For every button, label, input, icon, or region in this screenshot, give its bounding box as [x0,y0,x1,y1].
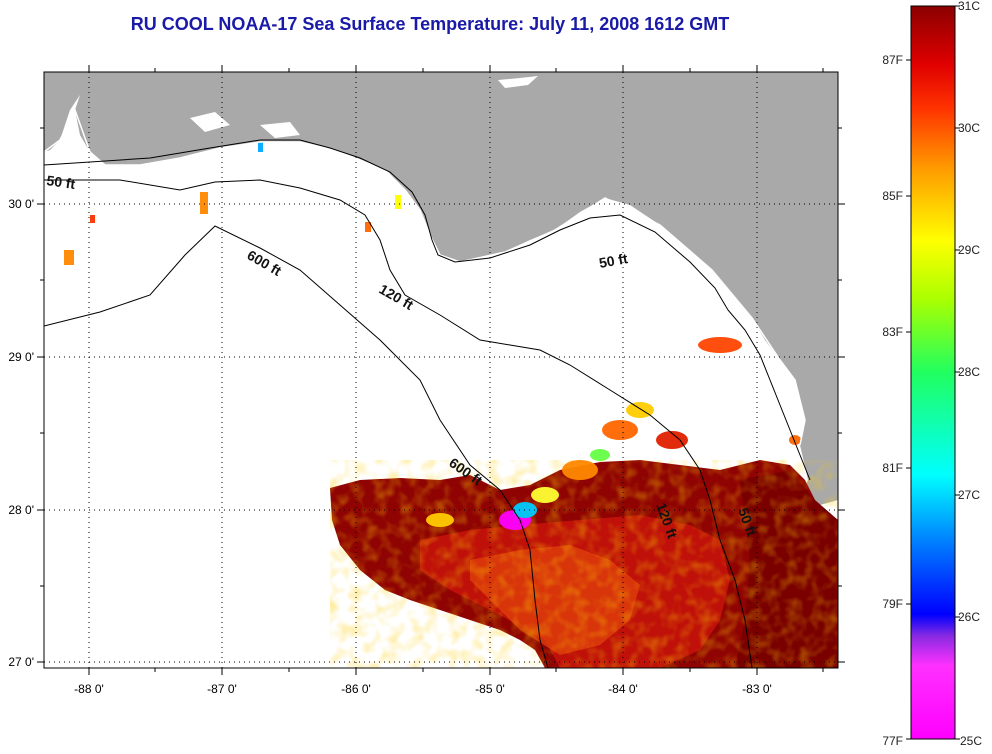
cb-label-31c: 31C [958,0,980,13]
cb-label-83f: 83F [882,325,903,339]
bathymetry-contours [44,139,811,668]
lon-label-84: -84 0' [608,682,638,696]
lat-axis-labels: 30 0' 29 0' 28 0' 27 0' [8,197,34,669]
sst-mixed-patches [64,142,801,530]
lon-axis-labels: -88 0' -87 0' -86 0' -85 0' -84 0' -83 0… [74,682,772,696]
lon-label-88: -88 0' [74,682,104,696]
cb-label-77f: 77F [882,734,903,748]
lat-label-27: 27 0' [8,655,34,669]
colorbar-gradient [910,5,956,740]
axis-ticks [37,65,845,675]
contour-label-50ft-east: 50 ft [598,250,629,271]
cb-label-85f: 85F [882,189,903,203]
lon-label-86: -86 0' [341,682,371,696]
lat-label-28: 28 0' [8,503,34,517]
cb-label-30c: 30C [958,121,980,135]
contour-label-50ft-west: 50 ft [46,172,77,192]
cb-label-29c: 29C [958,243,980,257]
cb-label-81f: 81F [882,461,903,475]
map-title: RU COOL NOAA-17 Sea Surface Temperature:… [130,14,730,34]
cb-label-25c: 25C [960,734,982,748]
lon-label-87: -87 0' [207,682,237,696]
cb-label-28c: 28C [958,365,980,379]
lon-label-85: -85 0' [475,682,505,696]
lon-label-83: -83 0' [742,682,772,696]
land-mass [44,72,838,520]
colorbar: 31C 30C 29C 28C 27C 26C 25C 87F 85F 83F … [882,0,982,748]
lat-label-30: 30 0' [8,197,34,211]
cb-label-87f: 87F [882,53,903,67]
lat-label-29: 29 0' [8,350,34,364]
cb-label-27c: 27C [958,488,980,502]
cb-label-26c: 26C [958,610,980,624]
cb-label-79f: 79F [882,597,903,611]
